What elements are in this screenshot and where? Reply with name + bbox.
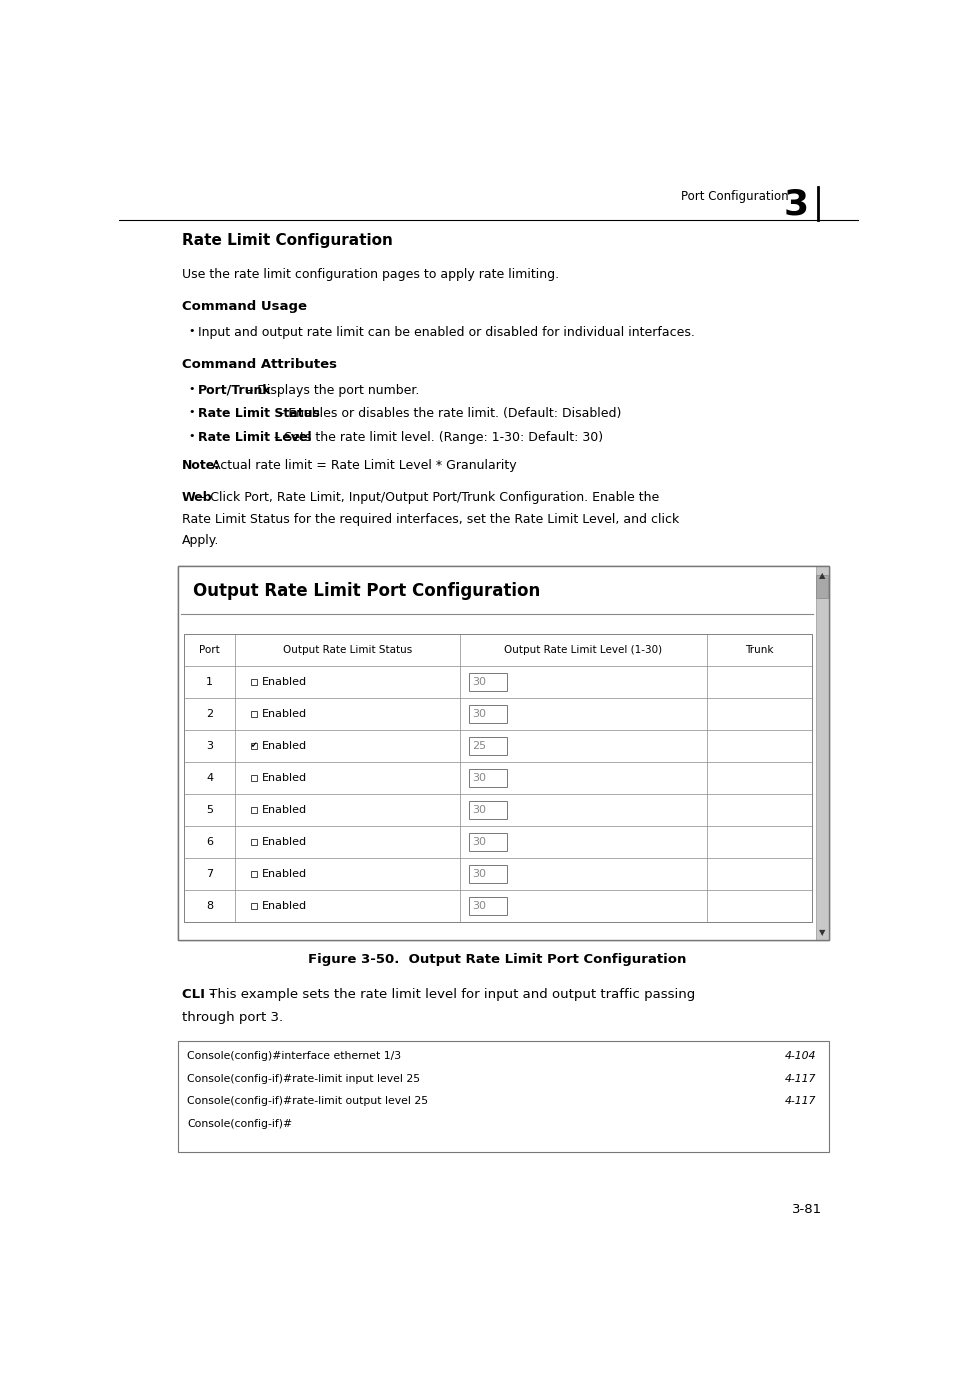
Bar	[251, 743, 256, 750]
Text: 3: 3	[206, 741, 213, 751]
Text: Enabled: Enabled	[262, 677, 307, 687]
Text: 30: 30	[472, 773, 486, 783]
Bar	[468, 801, 507, 819]
Bar	[178, 566, 828, 940]
Text: 8: 8	[206, 901, 213, 911]
Text: 4-117: 4-117	[783, 1097, 815, 1106]
Text: Port/Trunk: Port/Trunk	[198, 383, 272, 397]
Bar	[251, 838, 256, 845]
Text: •: •	[188, 407, 194, 416]
Text: Use the rate limit configuration pages to apply rate limiting.: Use the rate limit configuration pages t…	[182, 268, 558, 282]
Text: Console(config-if)#rate-limit input level 25: Console(config-if)#rate-limit input leve…	[187, 1074, 420, 1084]
Text: Enabled: Enabled	[262, 773, 307, 783]
Text: 4-104: 4-104	[783, 1052, 815, 1062]
Text: Note:: Note:	[182, 459, 220, 472]
Text: 6: 6	[206, 837, 213, 847]
Text: 30: 30	[472, 901, 486, 911]
Text: Output Rate Limit Port Configuration: Output Rate Limit Port Configuration	[193, 583, 539, 600]
Text: Enabled: Enabled	[262, 869, 307, 879]
Bar	[468, 705, 507, 723]
Text: Apply.: Apply.	[182, 534, 219, 547]
Bar	[468, 897, 507, 915]
Text: •: •	[188, 383, 194, 394]
Text: – Click Port, Rate Limit, Input/Output Port/Trunk Configuration. Enable the: – Click Port, Rate Limit, Input/Output P…	[196, 491, 659, 504]
Text: 30: 30	[472, 869, 486, 879]
Text: Rate Limit Level: Rate Limit Level	[198, 430, 312, 444]
Text: •: •	[188, 430, 194, 440]
Bar	[468, 769, 507, 787]
Text: 25: 25	[472, 741, 486, 751]
Text: Console(config)#interface ethernet 1/3: Console(config)#interface ethernet 1/3	[187, 1052, 401, 1062]
Text: Output Rate Limit Status: Output Rate Limit Status	[283, 644, 412, 655]
Text: Enabled: Enabled	[262, 741, 307, 751]
Text: Enabled: Enabled	[262, 805, 307, 815]
Text: Command Usage: Command Usage	[182, 300, 307, 314]
Bar	[468, 673, 507, 691]
Text: •: •	[188, 326, 194, 336]
Text: 30: 30	[472, 677, 486, 687]
Text: ▲: ▲	[819, 570, 824, 580]
Text: 3-81: 3-81	[791, 1203, 821, 1216]
Text: – Enables or disables the rate limit. (Default: Disabled): – Enables or disables the rate limit. (D…	[274, 407, 621, 421]
Text: Trunk: Trunk	[744, 644, 773, 655]
Bar	[468, 737, 507, 755]
Text: 30: 30	[472, 709, 486, 719]
Bar	[251, 775, 256, 781]
Bar	[816, 575, 826, 598]
Text: 30: 30	[472, 805, 486, 815]
Text: Rate Limit Configuration: Rate Limit Configuration	[182, 233, 393, 248]
Text: This example sets the rate limit level for input and output traffic passing: This example sets the rate limit level f…	[205, 988, 695, 1001]
Text: Figure 3-50.  Output Rate Limit Port Configuration: Figure 3-50. Output Rate Limit Port Conf…	[308, 954, 685, 966]
Text: 5: 5	[206, 805, 213, 815]
Bar	[815, 566, 828, 940]
Bar	[178, 566, 828, 940]
Text: CLI -: CLI -	[182, 988, 215, 1001]
Text: 4: 4	[206, 773, 213, 783]
Bar	[468, 865, 507, 883]
Text: ✔: ✔	[251, 741, 256, 751]
Text: Input and output rate limit can be enabled or disabled for individual interfaces: Input and output rate limit can be enabl…	[198, 326, 695, 339]
Bar	[251, 679, 256, 684]
Text: Enabled: Enabled	[262, 709, 307, 719]
Text: 1: 1	[206, 677, 213, 687]
Text: Enabled: Enabled	[262, 837, 307, 847]
Text: Command Attributes: Command Attributes	[182, 358, 336, 371]
Text: 2: 2	[206, 709, 213, 719]
Text: Console(config-if)#: Console(config-if)#	[187, 1119, 292, 1128]
Bar	[251, 806, 256, 813]
Text: 30: 30	[472, 837, 486, 847]
Text: Rate Limit Status for the required interfaces, set the Rate Limit Level, and cli: Rate Limit Status for the required inter…	[182, 512, 679, 526]
Bar	[184, 633, 811, 922]
Text: Enabled: Enabled	[262, 901, 307, 911]
Text: Actual rate limit = Rate Limit Level * Granularity: Actual rate limit = Rate Limit Level * G…	[204, 459, 517, 472]
Text: Output Rate Limit Level (1-30): Output Rate Limit Level (1-30)	[504, 644, 662, 655]
Text: Rate Limit Status: Rate Limit Status	[198, 407, 320, 421]
Bar	[251, 904, 256, 909]
Text: 4-117: 4-117	[783, 1074, 815, 1084]
Text: Console(config-if)#rate-limit output level 25: Console(config-if)#rate-limit output lev…	[187, 1097, 428, 1106]
Text: Port: Port	[199, 644, 220, 655]
Text: – Sets the rate limit level. (Range: 1-30: Default: 30): – Sets the rate limit level. (Range: 1-3…	[270, 430, 602, 444]
Bar	[178, 566, 815, 940]
Text: 3: 3	[782, 187, 807, 222]
Text: through port 3.: through port 3.	[182, 1010, 283, 1024]
Text: – Displays the port number.: – Displays the port number.	[243, 383, 419, 397]
Bar	[251, 711, 256, 716]
Bar	[251, 870, 256, 877]
Text: ▼: ▼	[819, 929, 824, 937]
Bar	[468, 833, 507, 851]
Text: Web: Web	[182, 491, 213, 504]
Text: 7: 7	[206, 869, 213, 879]
Text: Port Configuration: Port Configuration	[680, 190, 788, 203]
Bar	[178, 1041, 828, 1152]
